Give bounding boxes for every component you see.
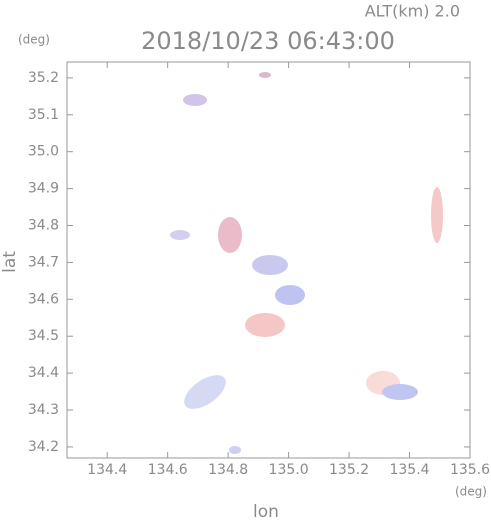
y-axis-label: lat [0,251,20,273]
y-tick-label: 34.4 [28,365,59,381]
chart-title: 2018/10/23 06:43:00 [141,27,395,55]
y-unit: (deg) [18,33,50,47]
y-tick-label: 34.2 [28,439,59,455]
y-tick-label: 34.9 [28,181,59,197]
x-tick-label: 134.6 [148,462,188,478]
y-tick-label: 34.6 [28,291,59,307]
chart-subtitle: ALT(km) 2.0 [365,2,460,21]
x-tick-label: 135.6 [450,462,490,478]
y-tick-label: 34.8 [28,217,59,233]
y-tick-label: 34.7 [28,254,59,270]
x-tick-label: 134.8 [208,462,248,478]
x-tick-label: 135.4 [389,462,429,478]
x-unit: (deg) [455,485,487,499]
x-tick-label: 135.2 [329,462,369,478]
y-tick-label: 34.3 [28,402,59,418]
y-tick-label: 34.5 [28,328,59,344]
plot-frame [66,61,471,459]
y-tick-label: 35.1 [28,107,59,123]
echo-blobs [170,72,443,454]
x-axis-label: lon [253,502,279,521]
y-tick-label: 35.2 [28,70,59,86]
axes [66,61,471,459]
x-tick-label: 135.0 [269,462,309,478]
x-tick-label: 134.4 [87,462,127,478]
y-tick-label: 35.0 [28,144,59,160]
